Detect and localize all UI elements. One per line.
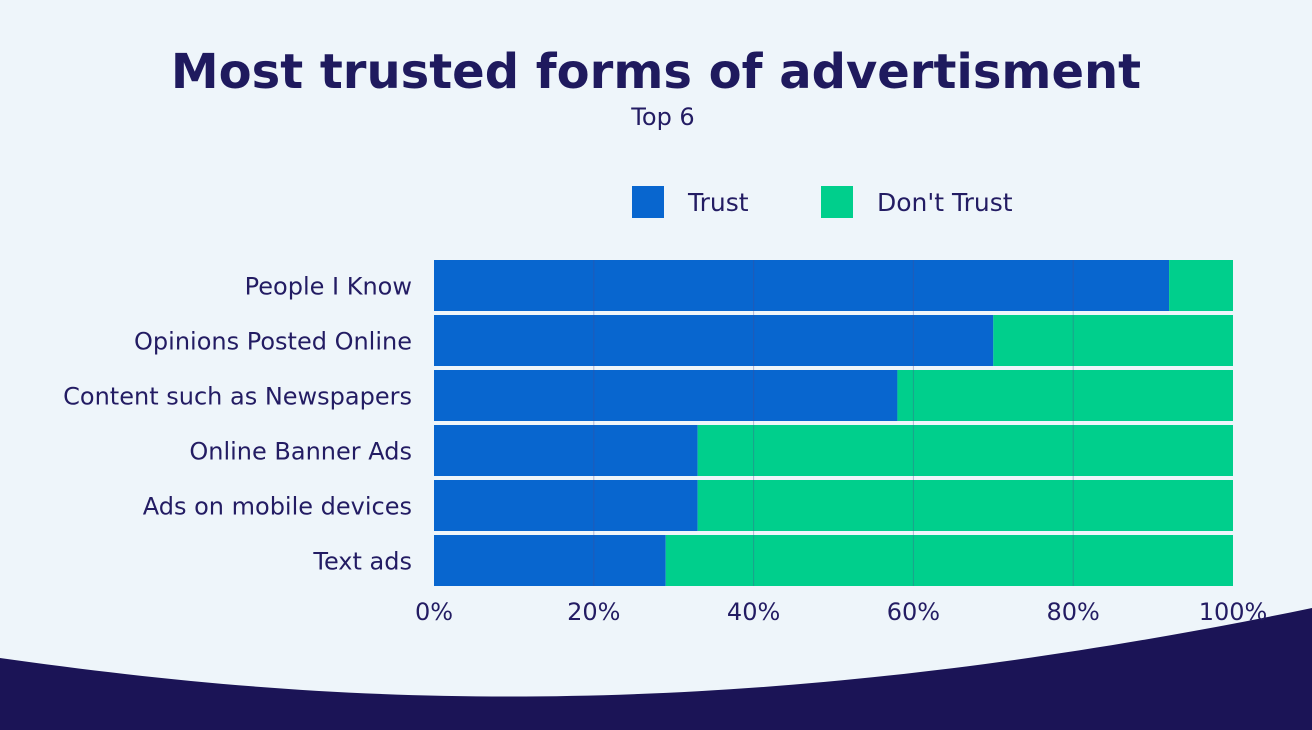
bottom-wave (0, 608, 1312, 730)
bar-trust-ads-on-mobile-devices (434, 480, 698, 531)
legend-label-trust: Trust (687, 188, 749, 217)
x-tick-label-100: 100% (1199, 598, 1268, 626)
bar-don-t-trust-opinions-posted-online (993, 315, 1233, 366)
bar-don-t-trust-ads-on-mobile-devices (697, 480, 1233, 531)
bar-don-t-trust-online-banner-ads (697, 425, 1233, 476)
category-label-opinions-posted-online: Opinions Posted Online (134, 328, 412, 356)
x-tick-label-0: 0% (415, 598, 453, 626)
bar-don-t-trust-people-i-know (1169, 260, 1233, 311)
legend-swatch-trust (632, 186, 664, 218)
x-tick-label-40: 40% (727, 598, 780, 626)
gridlines (593, 260, 1074, 586)
chart-title: Most trusted forms of advertisment (171, 44, 1141, 100)
category-label-people-i-know: People I Know (245, 273, 412, 301)
x-axis-tick-labels: 0% 20% 40% 60% 80% 100% (415, 598, 1267, 626)
x-tick-label-20: 20% (567, 598, 620, 626)
bar-trust-people-i-know (434, 260, 1170, 311)
bars (434, 260, 1233, 586)
category-label-ads-on-mobile-devices: Ads on mobile devices (143, 493, 412, 521)
legend-swatch-don-t-trust (821, 186, 853, 218)
category-label-text-ads: Text ads (312, 548, 412, 576)
bar-trust-opinions-posted-online (434, 315, 994, 366)
bar-trust-text-ads (434, 535, 666, 586)
legend-label-don-t-trust: Don't Trust (877, 188, 1013, 217)
bar-trust-online-banner-ads (434, 425, 698, 476)
bar-don-t-trust-text-ads (665, 535, 1233, 586)
legend: Trust Don't Trust (632, 186, 1013, 218)
category-label-content-such-as-newspapers: Content such as Newspapers (63, 383, 412, 411)
chart-subtitle: Top 6 (630, 103, 694, 131)
x-tick-label-60: 60% (887, 598, 940, 626)
category-labels: People I Know Opinions Posted Online Conte… (63, 273, 412, 576)
category-label-online-banner-ads: Online Banner Ads (189, 438, 412, 466)
bar-trust-content-such-as-newspapers (434, 370, 898, 421)
x-tick-label-80: 80% (1047, 598, 1100, 626)
bar-don-t-trust-content-such-as-newspapers (897, 370, 1233, 421)
